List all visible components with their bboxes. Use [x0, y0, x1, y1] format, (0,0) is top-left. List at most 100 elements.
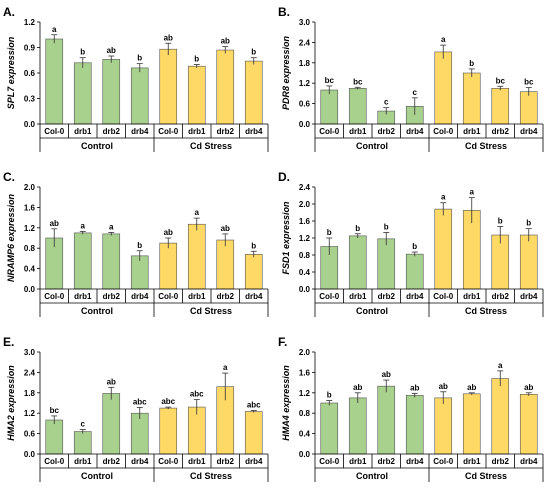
x-tick-label: drb2	[217, 457, 235, 466]
x-tick-label: Col-0	[44, 457, 65, 466]
significance-letter: a	[498, 361, 503, 370]
bar	[462, 72, 481, 125]
group-label: Control	[81, 141, 113, 151]
x-tick-label: Col-0	[319, 127, 340, 136]
y-tick-label: 0.4	[24, 265, 36, 274]
significance-letter: a	[81, 221, 86, 230]
panel-letter: D.	[278, 170, 290, 184]
bar	[377, 238, 396, 290]
x-tick-label: drb4	[520, 127, 538, 136]
panel-letter: C.	[3, 170, 15, 184]
significance-letter: ab	[221, 224, 230, 233]
significance-letter: b	[194, 55, 199, 64]
x-tick-label: drb4	[131, 292, 149, 301]
x-tick-label: drb2	[103, 127, 121, 136]
bar	[130, 412, 149, 455]
x-tick-label: drb4	[245, 457, 263, 466]
bar	[102, 233, 121, 290]
y-tick-label: 2.0	[299, 200, 311, 209]
panel-5: E. HMA2 expression 0.0 0.6 1.2 1.8 2.4 3.0 bc c ab…	[3, 335, 269, 482]
bar	[244, 254, 263, 290]
significance-letter: c	[413, 88, 418, 97]
y-tick-label: 0.3	[24, 95, 36, 104]
y-tick-label: 1.6	[299, 368, 311, 377]
x-tick-label: drb4	[406, 127, 424, 136]
x-tick-label: Col-0	[433, 457, 454, 466]
y-tick-label: 1.2	[24, 18, 36, 27]
group-label: Control	[356, 141, 388, 151]
significance-letter: b	[498, 217, 503, 226]
bar	[405, 253, 424, 290]
bar	[519, 234, 538, 290]
significance-letter: ab	[50, 219, 59, 228]
bar	[45, 419, 64, 455]
significance-letter: c	[384, 98, 389, 107]
x-tick-label: drb1	[74, 127, 92, 136]
bar	[159, 48, 178, 125]
y-axis-label: FSD1 expression	[281, 201, 291, 275]
bar	[462, 393, 481, 455]
x-tick-label: drb4	[406, 457, 424, 466]
x-tick-label: drb1	[349, 457, 367, 466]
y-tick-label: 0.0	[24, 285, 36, 294]
x-tick-label: drb1	[74, 457, 92, 466]
y-axis-label: HMA2 expression	[6, 365, 16, 441]
bar	[130, 67, 149, 125]
x-tick-label: drb1	[188, 292, 206, 301]
group-label: Cd Stress	[465, 471, 507, 481]
x-tick-label: drb2	[492, 457, 510, 466]
significance-letter: a	[223, 363, 228, 372]
y-axis-label: NRAMP6 expression	[6, 193, 16, 282]
y-tick-label: 0.0	[299, 450, 311, 459]
panel-letter: B.	[278, 5, 290, 19]
x-tick-label: Col-0	[158, 292, 179, 301]
bar	[73, 431, 92, 455]
bar	[244, 411, 263, 455]
y-tick-label: 3.0	[24, 348, 36, 357]
bar	[519, 91, 538, 125]
significance-letter: bc	[50, 406, 60, 415]
significance-letter: b	[251, 48, 256, 57]
y-tick-label: 2.4	[24, 368, 36, 377]
y-tick-label: 0.4	[299, 430, 311, 439]
y-tick-label: 2.0	[24, 183, 36, 192]
y-tick-label: 1.8	[299, 59, 311, 68]
significance-letter: c	[81, 420, 86, 429]
x-tick-label: drb2	[103, 292, 121, 301]
significance-letter: b	[137, 54, 142, 63]
significance-letter: ab	[439, 382, 448, 391]
significance-letter: bc	[353, 77, 363, 86]
x-tick-label: drb4	[245, 127, 263, 136]
significance-letter: ab	[164, 228, 173, 237]
bar	[320, 89, 339, 125]
y-axis-label: PDR8 expression	[281, 35, 291, 110]
panel-6: F. HMA4 expression 0.0 0.4 0.8 1.2 1.6 2.0 b ab ab…	[278, 335, 544, 482]
y-tick-label: 0.0	[299, 120, 311, 129]
group-label: Cd Stress	[190, 141, 232, 151]
group-label: Control	[81, 306, 113, 316]
significance-letter: bc	[524, 78, 534, 87]
significance-letter: a	[52, 25, 57, 34]
y-axis-label: HMA4 expression	[281, 365, 291, 441]
significance-letter: b	[384, 222, 389, 231]
significance-letter: abc	[247, 400, 261, 409]
y-tick-label: 1.2	[299, 389, 311, 398]
significance-letter: b	[327, 390, 332, 399]
y-tick-label: 0.6	[24, 430, 36, 439]
significance-letter: ab	[410, 383, 419, 392]
significance-letter: abc	[190, 390, 204, 399]
x-tick-label: drb2	[103, 457, 121, 466]
bar	[216, 239, 235, 290]
significance-letter: bc	[496, 76, 506, 85]
bar	[159, 242, 178, 290]
y-tick-label: 2.0	[299, 348, 311, 357]
significance-letter: b	[251, 241, 256, 250]
bar	[187, 65, 206, 125]
y-tick-label: 0.0	[24, 120, 36, 129]
significance-letter: b	[137, 241, 142, 250]
bar	[320, 402, 339, 455]
bar	[348, 397, 367, 455]
